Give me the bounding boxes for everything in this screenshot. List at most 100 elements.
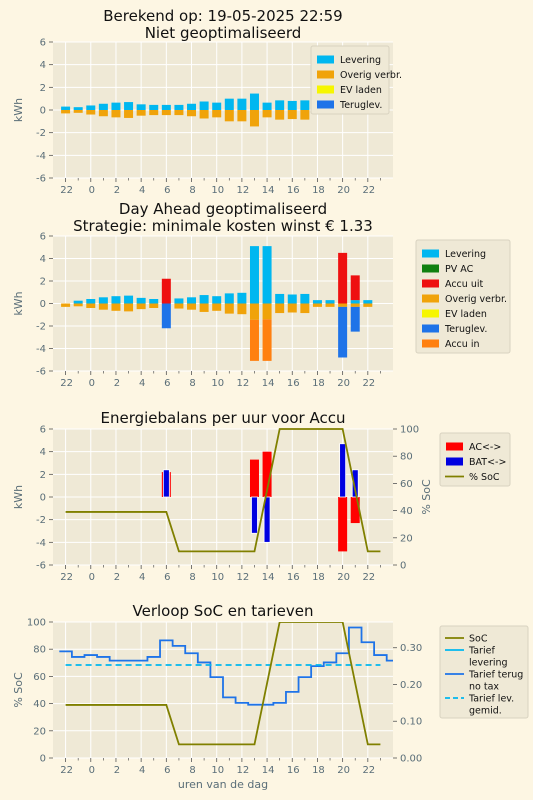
x-tick-label: 20	[337, 378, 350, 389]
bar-overig	[161, 110, 171, 116]
legend-label-line: levering	[469, 658, 508, 669]
bar-levering	[224, 98, 234, 110]
legend-label: Levering	[340, 55, 381, 66]
legend-label-line: PV AC	[445, 264, 474, 275]
x-tick-label: 14	[262, 572, 275, 583]
y-tick-label: 4	[40, 254, 46, 265]
bar-overig	[237, 303, 247, 315]
bar-accu_uit	[161, 278, 171, 304]
bar-accu_uit	[338, 252, 348, 304]
bar-levering	[136, 104, 146, 110]
y-tick-label: -2	[36, 128, 46, 139]
legend-label-line: EV laden	[340, 85, 382, 96]
legend-label-line: Teruglev.	[339, 100, 382, 111]
x-tick-label: 22	[362, 378, 375, 389]
bar-levering	[98, 103, 108, 110]
bar-levering	[111, 102, 121, 110]
soc-line	[65, 428, 381, 553]
legend-swatch	[317, 70, 334, 79]
chart-title: Day Ahead geoptimaliseerd	[119, 200, 327, 218]
bar-overig	[73, 303, 83, 307]
legend-label-line: Accu in	[445, 339, 479, 350]
bar-overig	[300, 303, 310, 314]
bar-overig	[174, 110, 184, 116]
bar-overig	[338, 303, 348, 307]
x-tick-label: 16	[287, 378, 300, 389]
legend-label: Tarief levering	[468, 646, 508, 669]
bar-overig	[262, 110, 272, 118]
bar-overig	[149, 303, 159, 308]
legend-swatch	[446, 442, 463, 451]
y-tick-label: 0	[40, 106, 46, 117]
bar-levering	[136, 297, 146, 304]
bar-ac	[262, 451, 272, 497]
bar-levering	[73, 107, 83, 110]
legend-swatch	[422, 249, 439, 258]
legend-swatch	[422, 279, 439, 288]
legend-label: EV laden	[340, 85, 382, 96]
y-axis-label: kWh	[12, 98, 25, 122]
y-tick-label: 100	[27, 618, 46, 629]
y-axis-label: % SoC	[12, 672, 25, 708]
bar-overig	[124, 303, 134, 312]
y-right-tick-label: 60	[400, 479, 413, 490]
bar-overig	[136, 303, 146, 310]
legend-label-line: Levering	[445, 249, 486, 260]
x-tick-label: 20	[337, 185, 350, 196]
bar-overig	[325, 303, 335, 307]
bar-levering	[61, 106, 71, 110]
x-tick-label: 4	[139, 765, 145, 776]
bar-levering	[300, 293, 310, 304]
legend-swatch	[446, 457, 463, 466]
bar-overig	[212, 110, 222, 118]
bar-overig	[363, 303, 373, 307]
y-right-tick-label: 0.30	[400, 643, 422, 654]
bar-terug	[350, 306, 360, 332]
x-tick-label: 0	[89, 185, 95, 196]
x-tick-label: 0	[89, 378, 95, 389]
x-tick-label: 12	[237, 185, 250, 196]
x-tick-label: 20	[337, 572, 350, 583]
bar-overig	[287, 303, 297, 313]
legend-swatch	[422, 309, 439, 318]
y-tick-label: -6	[36, 561, 46, 572]
x-tick-label: 10	[211, 572, 224, 583]
legend-label: EV laden	[445, 309, 487, 320]
x-tick-label: 0	[89, 572, 95, 583]
bar-overig	[98, 303, 108, 310]
bar-levering	[287, 294, 297, 304]
soc-line	[65, 622, 381, 746]
x-tick-label: 12	[237, 572, 250, 583]
legend-label: Overig verbr.	[445, 294, 507, 305]
y-tick-label: 80	[33, 645, 46, 656]
legend-label-line: Overig verbr.	[445, 294, 507, 305]
bar-bat	[162, 469, 170, 498]
bar-overig	[111, 303, 121, 311]
bar-levering	[249, 246, 259, 304]
bar-levering	[73, 300, 83, 304]
bar-levering	[224, 293, 234, 304]
chart-title: Verloop SoC en tarieven	[133, 602, 314, 620]
bar-overig	[249, 110, 259, 127]
x-tick-label: 16	[287, 572, 300, 583]
x-tick-label: 14	[262, 185, 275, 196]
bar-levering	[124, 102, 134, 110]
legend-label: Teruglev.	[444, 324, 487, 335]
bar-bat	[251, 496, 258, 534]
bar-levering	[262, 246, 272, 304]
y-tick-label: 2	[40, 277, 46, 288]
legend-label: Teruglev.	[339, 100, 382, 111]
x-tick-label: 10	[211, 185, 224, 196]
bar-overig	[61, 303, 71, 307]
y-tick-label: 4	[40, 447, 46, 458]
bar-levering	[275, 100, 285, 110]
legend-swatch	[422, 324, 439, 333]
bar-overig	[199, 303, 209, 312]
bar-accu_in	[262, 319, 272, 361]
x-tick-label: 2	[114, 572, 120, 583]
y-right-axis-label: % SoC	[420, 479, 433, 515]
x-tick-label: 4	[139, 378, 145, 389]
legend-label: SoC	[469, 634, 488, 645]
y-tick-label: 0	[40, 493, 46, 504]
legend-label-line: Tarief	[468, 646, 495, 657]
